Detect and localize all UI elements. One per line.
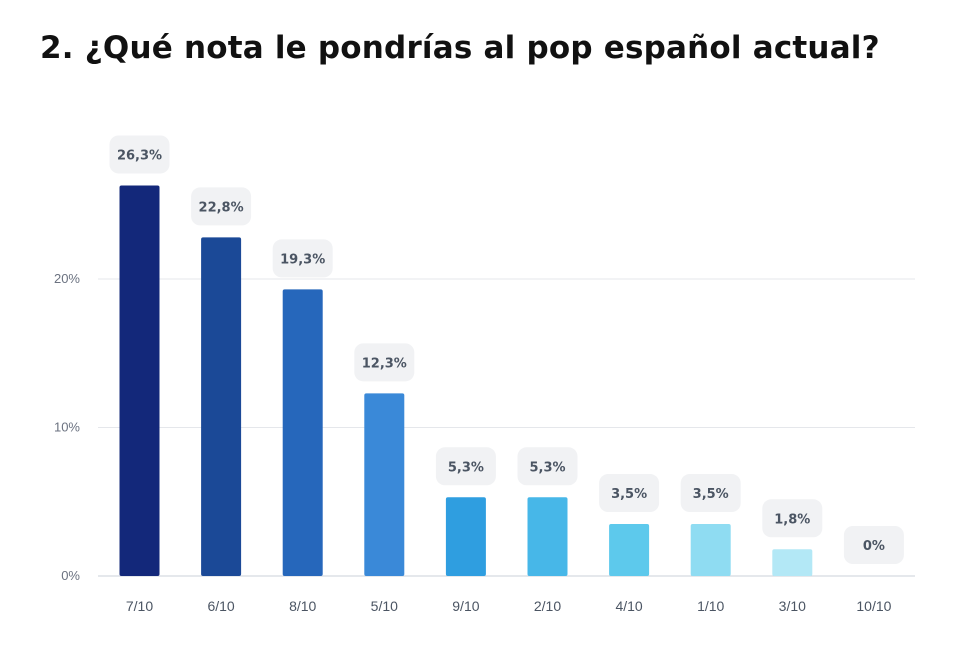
x-tick-label: 6/10 bbox=[207, 598, 234, 614]
data-label-bg bbox=[517, 447, 578, 486]
y-tick-label: 0% bbox=[61, 568, 80, 583]
data-label-bg bbox=[272, 239, 333, 278]
data-label: 12,3% bbox=[362, 356, 407, 371]
data-label-bg bbox=[354, 343, 415, 382]
y-tick-label: 20% bbox=[54, 271, 80, 286]
bar bbox=[364, 393, 405, 576]
data-label: 3,5% bbox=[693, 487, 729, 502]
data-label-bg bbox=[435, 447, 496, 486]
bar bbox=[445, 497, 486, 576]
x-tick-label: 2/10 bbox=[534, 598, 561, 614]
data-label-bg bbox=[109, 135, 170, 174]
x-tick-label: 8/10 bbox=[289, 598, 316, 614]
bar bbox=[282, 289, 323, 576]
data-label-bg bbox=[599, 474, 660, 513]
y-tick-label: 10% bbox=[54, 420, 80, 435]
x-tick-label: 7/10 bbox=[126, 598, 153, 614]
data-label: 19,3% bbox=[280, 252, 325, 267]
data-label-bg bbox=[843, 526, 904, 564]
x-tick-label: 5/10 bbox=[371, 598, 398, 614]
bar bbox=[527, 497, 568, 576]
data-label: 0% bbox=[863, 539, 885, 554]
data-label: 1,8% bbox=[774, 512, 810, 527]
data-label: 5,3% bbox=[529, 460, 565, 475]
chart-title: 2. ¿Qué nota le pondrías al pop español … bbox=[40, 30, 880, 66]
bar bbox=[201, 237, 242, 577]
x-tick-label: 4/10 bbox=[615, 598, 642, 614]
data-label: 22,8% bbox=[199, 200, 244, 215]
x-tick-label: 1/10 bbox=[697, 598, 724, 614]
bar bbox=[609, 524, 650, 576]
x-tick-label: 3/10 bbox=[779, 598, 806, 614]
data-label-bg bbox=[680, 474, 741, 513]
x-tick-label: 9/10 bbox=[452, 598, 479, 614]
bar bbox=[690, 524, 731, 576]
data-label: 26,3% bbox=[117, 148, 162, 163]
data-label: 5,3% bbox=[448, 460, 484, 475]
data-label-bg bbox=[191, 187, 252, 226]
bar bbox=[119, 185, 160, 576]
data-label-bg bbox=[762, 499, 823, 538]
data-label: 3,5% bbox=[611, 487, 647, 502]
bar bbox=[772, 549, 813, 576]
x-tick-label: 10/10 bbox=[856, 598, 891, 614]
